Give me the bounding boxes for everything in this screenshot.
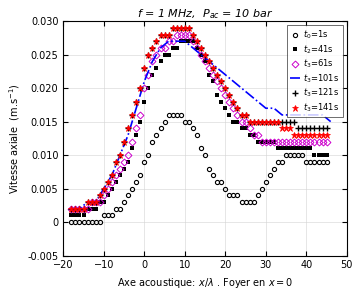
$t_0$=1s [324, 160, 329, 164]
$t_0$=1s [199, 147, 203, 150]
$t_3$=101s [158, 46, 163, 50]
$t_3$=141s [171, 26, 175, 30]
$t_3$=101s [329, 120, 333, 124]
$t_3$=101s [280, 113, 284, 117]
Legend: $t_0$=1s, $t_2$=41s, $t_3$=61s, $t_3$=101s, $t_3$=121s, $t_3$=141s: $t_0$=1s, $t_2$=41s, $t_3$=61s, $t_3$=10… [287, 25, 343, 117]
$t_3$=101s [239, 86, 244, 90]
$t_2$=41s [324, 153, 329, 157]
Line: $t_3$=121s: $t_3$=121s [68, 24, 330, 212]
$t_3$=121s [215, 73, 219, 77]
$t_3$=101s [199, 53, 203, 56]
$t_2$=41s [235, 120, 240, 124]
Line: $t_3$=141s: $t_3$=141s [68, 25, 330, 212]
$t_3$=121s [179, 26, 183, 30]
$t_3$=101s [134, 106, 138, 110]
$t_3$=101s [94, 200, 98, 204]
$t_2$=41s [175, 46, 179, 50]
$t_3$=101s [110, 173, 114, 177]
$t_2$=41s [215, 93, 219, 97]
$t_3$=101s [223, 73, 228, 77]
Y-axis label: Vitesse axiale  (m.s$^{-1}$): Vitesse axiale (m.s$^{-1}$) [7, 83, 22, 194]
$t_3$=101s [183, 40, 187, 43]
$t_0$=1s [179, 113, 183, 117]
$t_3$=101s [272, 106, 276, 110]
$t_3$=121s [171, 26, 175, 30]
$t_3$=61s [69, 207, 73, 211]
$t_3$=101s [304, 113, 309, 117]
$t_3$=101s [215, 66, 219, 70]
$t_3$=121s [102, 187, 106, 190]
$t_3$=101s [288, 113, 292, 117]
$t_3$=101s [312, 113, 316, 117]
Line: $t_3$=101s: $t_3$=101s [71, 41, 331, 209]
$t_3$=121s [324, 127, 329, 130]
$t_3$=101s [77, 207, 82, 211]
$t_3$=141s [199, 46, 203, 50]
$t_3$=101s [69, 207, 73, 211]
$t_3$=101s [118, 153, 122, 157]
Line: $t_2$=41s: $t_2$=41s [69, 40, 328, 217]
$t_2$=41s [102, 200, 106, 204]
$t_0$=1s [239, 200, 244, 204]
$t_3$=61s [235, 113, 240, 117]
$t_3$=121s [69, 207, 73, 211]
$t_3$=101s [126, 133, 130, 137]
$t_3$=141s [239, 113, 244, 117]
$t_3$=101s [85, 200, 90, 204]
$t_3$=61s [175, 33, 179, 36]
Line: $t_0$=1s: $t_0$=1s [69, 113, 329, 224]
$t_3$=101s [247, 93, 252, 97]
$t_0$=1s [102, 214, 106, 217]
$t_3$=101s [264, 106, 268, 110]
$t_3$=141s [69, 207, 73, 211]
$t_3$=101s [296, 113, 300, 117]
$t_2$=41s [69, 214, 73, 217]
$t_0$=1s [235, 194, 240, 197]
$t_3$=141s [179, 26, 183, 30]
$t_3$=101s [142, 80, 147, 83]
$t_3$=141s [102, 187, 106, 190]
$t_2$=41s [179, 40, 183, 43]
Line: $t_3$=61s: $t_3$=61s [69, 32, 329, 211]
$t_3$=101s [320, 113, 325, 117]
$t_3$=61s [179, 33, 183, 36]
$t_3$=101s [256, 100, 260, 103]
$t_3$=61s [324, 140, 329, 143]
$t_0$=1s [215, 180, 219, 184]
$t_3$=61s [239, 120, 244, 124]
$t_3$=61s [199, 53, 203, 56]
$t_3$=141s [215, 73, 219, 77]
$t_3$=101s [150, 59, 154, 63]
$t_2$=41s [239, 127, 244, 130]
$t_3$=101s [207, 59, 211, 63]
$t_2$=41s [199, 53, 203, 56]
$t_3$=61s [102, 194, 106, 197]
$t_3$=121s [235, 106, 240, 110]
$t_3$=101s [231, 80, 235, 83]
Title: $f$ = 1 MHz,  $P_{\mathit{ac}}$ = 10 bar: $f$ = 1 MHz, $P_{\mathit{ac}}$ = 10 bar [137, 7, 273, 21]
$t_3$=101s [102, 187, 106, 190]
$t_0$=1s [69, 220, 73, 224]
$t_3$=141s [235, 106, 240, 110]
$t_3$=141s [324, 133, 329, 137]
$t_3$=101s [166, 40, 171, 43]
$t_3$=121s [239, 113, 244, 117]
$t_3$=101s [191, 46, 195, 50]
$t_3$=121s [199, 46, 203, 50]
$t_0$=1s [166, 113, 171, 117]
$t_3$=101s [175, 40, 179, 43]
X-axis label: Axe acoustique: $x/\lambda$ . Foyer en $x=0$: Axe acoustique: $x/\lambda$ . Foyer en $… [117, 276, 293, 290]
$t_3$=61s [215, 80, 219, 83]
